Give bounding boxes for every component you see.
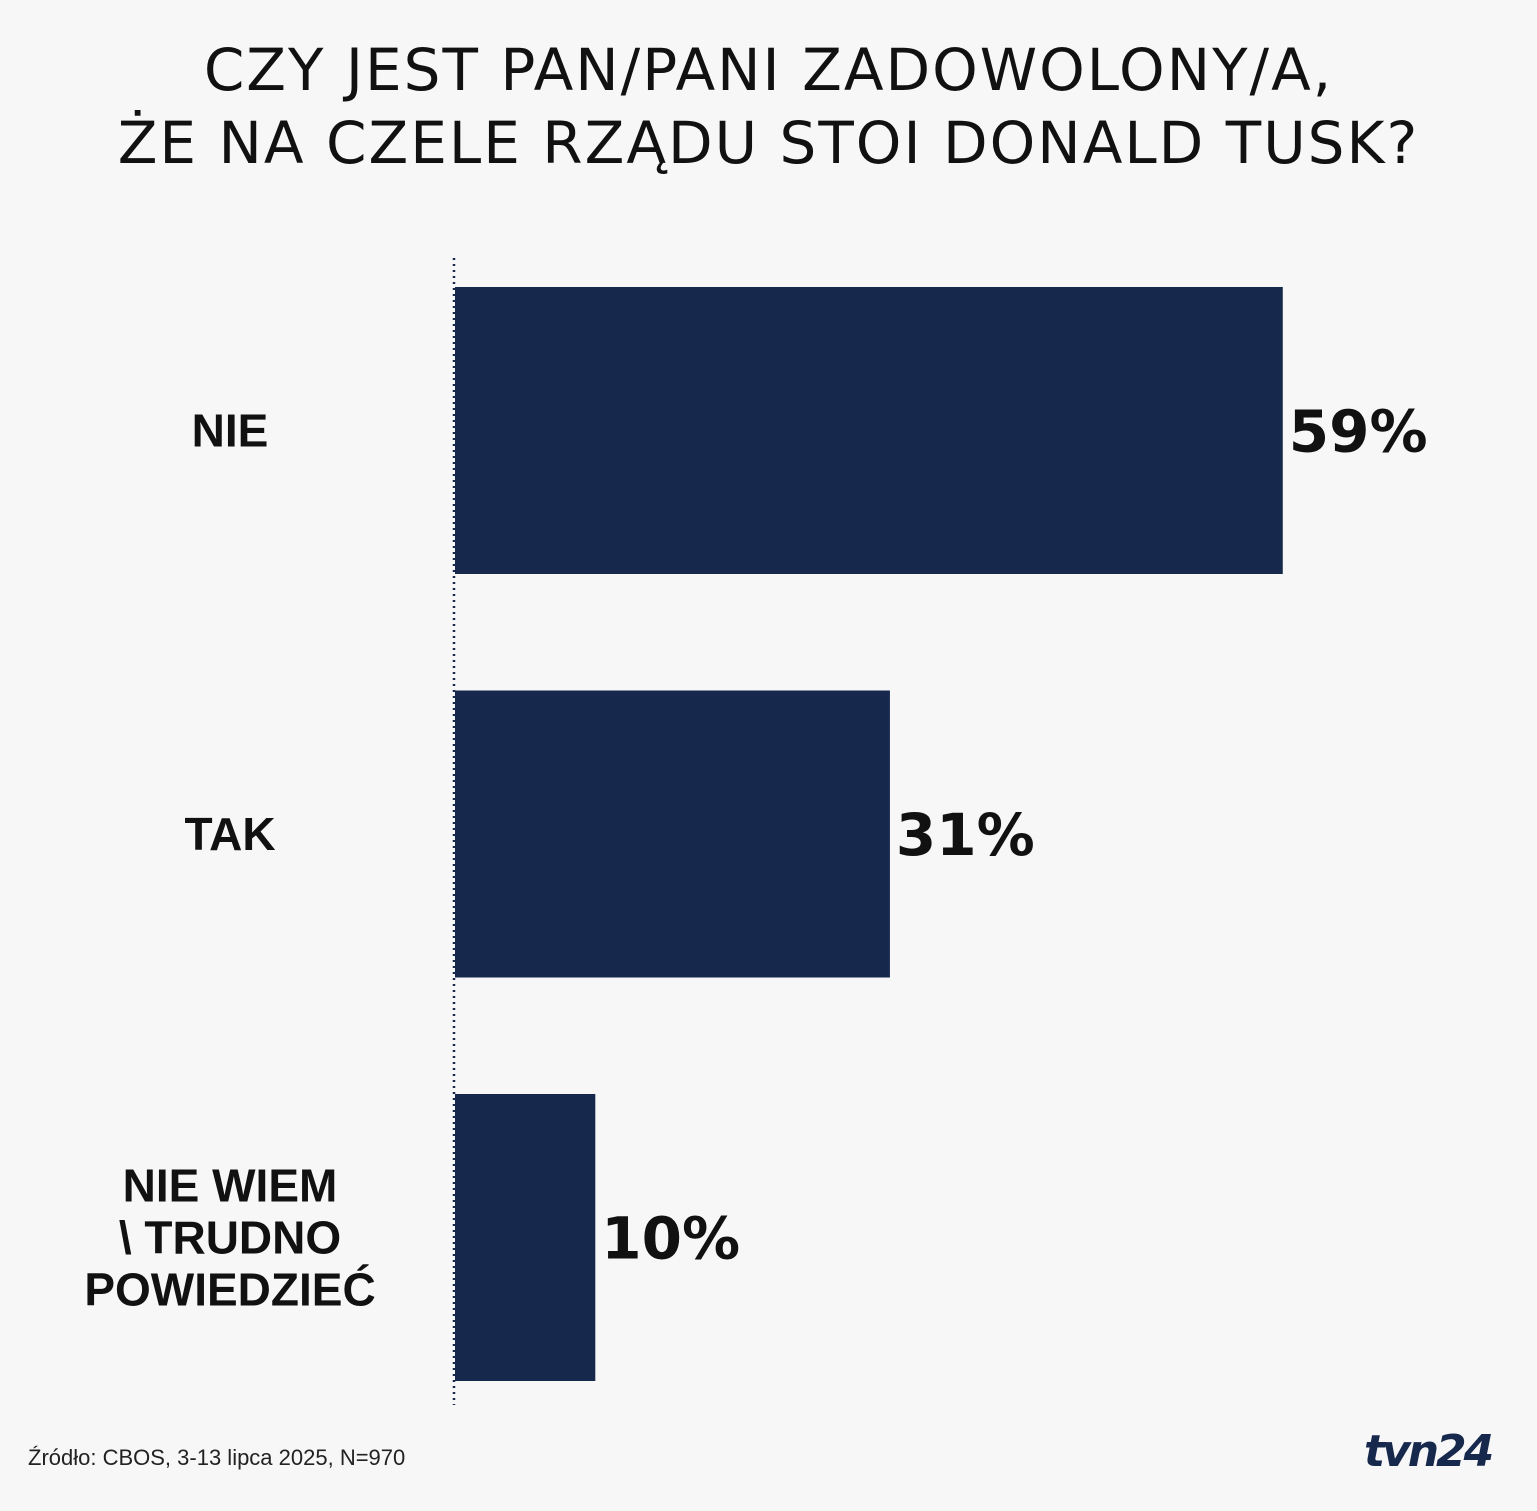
tvn24-logo-text: tvn24 bbox=[1364, 1426, 1492, 1477]
bar-0 bbox=[455, 287, 1283, 574]
category-label-2-line-0: NIE WIEM bbox=[123, 1160, 338, 1212]
category-label-1-line-0: TAK bbox=[184, 808, 275, 860]
value-label-2: 10% bbox=[601, 1205, 740, 1273]
value-label-1: 31% bbox=[896, 801, 1035, 869]
category-label-2-line-1: \ TRUDNO bbox=[119, 1212, 341, 1264]
source-note: Źródło: CBOS, 3-13 lipca 2025, N=970 bbox=[28, 1445, 406, 1470]
bar-1 bbox=[455, 690, 890, 978]
chart-title-line-1: CZY JEST PAN/PANI ZADOWOLONY/A, bbox=[203, 36, 1334, 104]
chart-title: CZY JEST PAN/PANI ZADOWOLONY/A, ŻE NA CZ… bbox=[0, 34, 1537, 180]
tvn24-logo: tvn24 bbox=[1364, 1426, 1495, 1477]
category-label-0-line-0: NIE bbox=[192, 405, 269, 457]
chart-title-line-2: ŻE NA CZELE RZĄDU STOI DONALD TUSK? bbox=[117, 109, 1420, 177]
category-label-2-line-2: POWIEDZIEĆ bbox=[84, 1264, 375, 1316]
value-label-0: 59% bbox=[1289, 398, 1428, 466]
bar-2 bbox=[455, 1094, 596, 1381]
